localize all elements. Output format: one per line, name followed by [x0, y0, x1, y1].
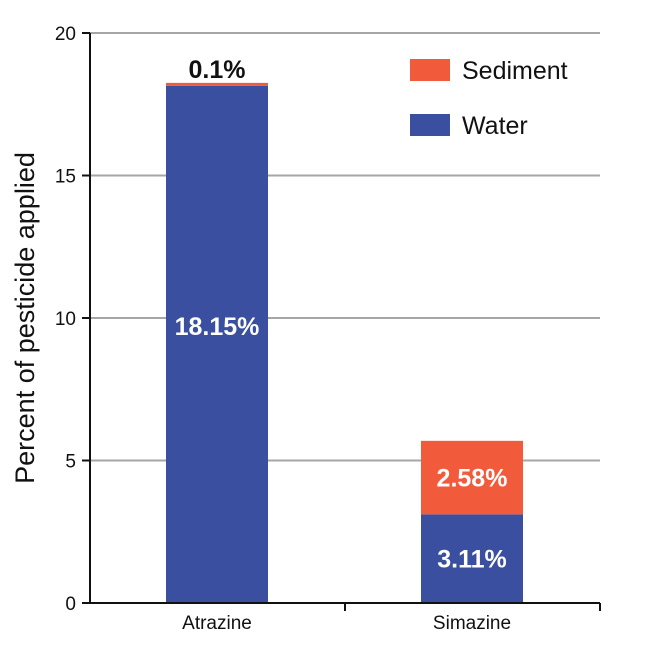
legend-label: Water [462, 112, 528, 140]
data-label: 3.11% [437, 546, 507, 574]
x-category-label: Atrazine [182, 613, 252, 634]
y-ticks: 0 5 10 15 20 [55, 24, 90, 615]
y-tick-label: 10 [55, 309, 76, 330]
data-label: 18.15% [175, 313, 260, 341]
x-category-label: Simazine [433, 613, 511, 634]
legend-swatch-sediment [410, 59, 450, 81]
data-label: 2.58% [437, 465, 508, 493]
bar-segment-sediment [421, 440, 523, 515]
y-tick-label: 20 [55, 24, 76, 45]
y-axis-title: Percent of pesticide applied [10, 152, 40, 484]
data-label: 0.1% [189, 56, 246, 84]
y-tick-label: 5 [65, 452, 76, 473]
bar-segment-water [166, 85, 268, 604]
legend-label: Sediment [462, 57, 568, 85]
bars [166, 82, 523, 604]
y-tick-label: 0 [65, 594, 76, 615]
y-tick-label: 15 [55, 167, 76, 188]
bar-segment-water [421, 514, 523, 603]
legend-swatch-water [410, 114, 450, 136]
bar-segment-sediment [166, 82, 268, 86]
data-labels: 18.15% 0.1% 3.11% 2.58% [175, 56, 508, 574]
x-ticks: Atrazine Simazine [182, 603, 601, 634]
legend: Sediment Water [410, 57, 568, 140]
